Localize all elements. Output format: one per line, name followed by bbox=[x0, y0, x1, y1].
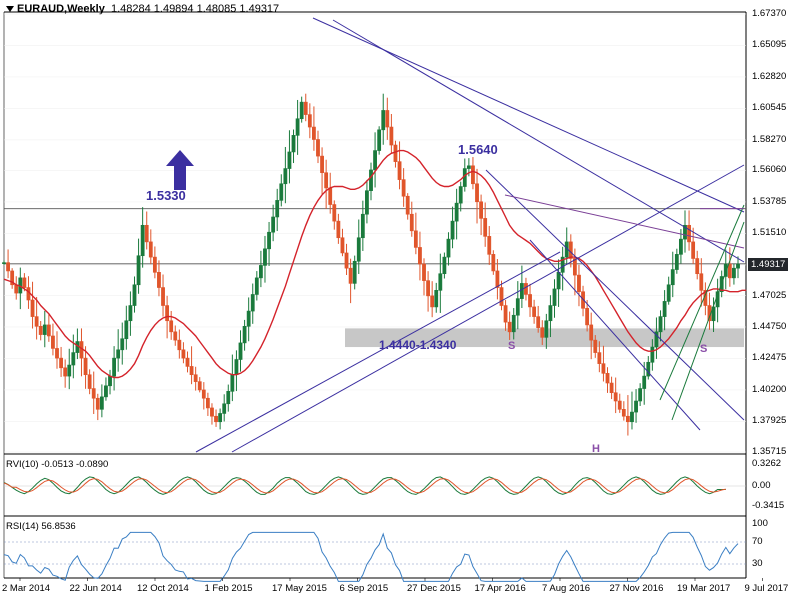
price-tick-label: 1.60545 bbox=[752, 102, 787, 114]
annotation-level-1-5330: 1.5330 bbox=[146, 188, 186, 203]
current-price-tag: 1.49317 bbox=[748, 257, 789, 271]
rvi-title: RVI(10) -0.0513 -0.0890 bbox=[6, 459, 109, 470]
rsi-tick-label: 30 bbox=[752, 558, 763, 569]
annotation-shoulder-right: S bbox=[700, 343, 708, 355]
annotation-level-1-5640: 1.5640 bbox=[458, 142, 498, 157]
price-tick-label: 1.51510 bbox=[752, 227, 787, 239]
time-tick-label: 7 Aug 2016 bbox=[542, 583, 591, 594]
annotation-shoulder-left: S bbox=[508, 340, 516, 352]
rvi-tick-label: 0.3262 bbox=[752, 458, 782, 469]
rsi-title: RSI(14) 56.8536 bbox=[6, 521, 76, 532]
price-tick-label: 1.56060 bbox=[752, 164, 787, 176]
price-tick-label: 1.67370 bbox=[752, 8, 787, 19]
price-tick-label: 1.62820 bbox=[752, 70, 787, 82]
time-tick-label: 22 Jun 2014 bbox=[69, 583, 122, 594]
time-tick-label: 27 Nov 2016 bbox=[609, 583, 664, 594]
rsi-tick-label: 70 bbox=[752, 536, 763, 547]
time-tick-label: 19 Mar 2017 bbox=[677, 583, 731, 594]
rvi-tick-label: -0.3415 bbox=[752, 500, 785, 511]
time-tick-label: 2 Mar 2014 bbox=[2, 583, 51, 594]
symbol-label: EURAUD,Weekly bbox=[17, 3, 105, 15]
time-tick-label: 17 Apr 2016 bbox=[474, 583, 526, 594]
time-tick-label: 9 Jul 2017 bbox=[744, 583, 789, 594]
price-tick-label: 1.40200 bbox=[752, 383, 787, 395]
ohlc-values: 1.48284 1.49894 1.48085 1.49317 bbox=[110, 3, 280, 15]
annotation-zone: 1.4440-1.4340 bbox=[379, 338, 457, 352]
time-tick-label: 6 Sep 2015 bbox=[339, 583, 389, 594]
price-tick-label: 1.35715 bbox=[752, 446, 787, 457]
triangle-down-icon[interactable] bbox=[6, 6, 14, 13]
price-tick-label: 1.44750 bbox=[752, 320, 787, 332]
price-tick-label: 1.42475 bbox=[752, 352, 787, 364]
chart-header: EURAUD,Weekly 1.48284 1.49894 1.48085 1.… bbox=[6, 3, 279, 15]
price-tick-label: 1.65095 bbox=[752, 39, 787, 51]
time-tick-label: 27 Dec 2015 bbox=[407, 583, 461, 594]
price-tick-label: 1.53785 bbox=[752, 195, 787, 207]
annotation-head: H bbox=[592, 443, 600, 455]
time-tick-label: 1 Feb 2015 bbox=[204, 583, 253, 594]
time-tick-label: 12 Oct 2014 bbox=[137, 583, 189, 594]
price-tick-label: 1.37925 bbox=[752, 415, 787, 427]
time-tick-label: 17 May 2015 bbox=[272, 583, 327, 594]
price-tick-label: 1.58270 bbox=[752, 133, 787, 145]
rsi-tick-label: 100 bbox=[752, 518, 768, 529]
price-tick-label: 1.47025 bbox=[752, 289, 787, 301]
rvi-tick-label: 0.00 bbox=[752, 480, 771, 491]
